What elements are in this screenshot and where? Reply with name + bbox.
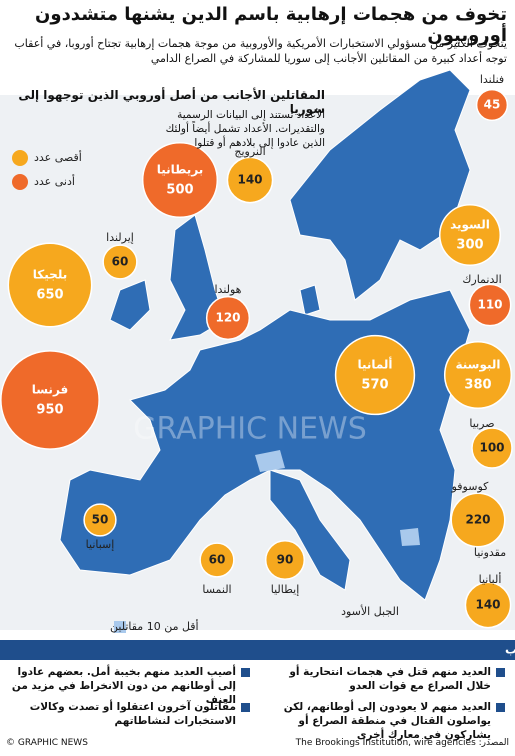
country-name: إسبانيا bbox=[86, 538, 115, 551]
country-name: السويد bbox=[450, 218, 490, 233]
country-name: الدنمارك bbox=[462, 273, 501, 286]
country-bubble bbox=[141, 141, 219, 219]
country-bubble bbox=[471, 427, 513, 469]
country-name: إيرلندا bbox=[106, 231, 134, 244]
country-bubble bbox=[83, 503, 117, 537]
country-value: 380 bbox=[464, 378, 491, 393]
legend-swatch bbox=[12, 174, 28, 190]
country-name: هولندا bbox=[215, 283, 242, 296]
factors-bar bbox=[0, 640, 515, 660]
credit: © GRAPHIC NEWS bbox=[6, 738, 88, 748]
country-value: 60 bbox=[112, 255, 129, 269]
legend-label: أقل من 10 مقاتلين bbox=[110, 619, 199, 633]
country-bubble bbox=[468, 283, 512, 327]
source: المصدر: The Brookings Institution, wire … bbox=[295, 738, 509, 748]
country-name: ألمانيا bbox=[357, 357, 392, 372]
legend-label: أدنى عدد bbox=[34, 174, 75, 188]
denmark bbox=[299, 284, 321, 316]
country-value: 45 bbox=[484, 98, 501, 112]
bullet bbox=[241, 703, 250, 712]
country-bubble bbox=[0, 350, 100, 450]
country-value: 60 bbox=[209, 553, 226, 567]
country-value: 500 bbox=[166, 183, 193, 198]
country-value: 950 bbox=[36, 403, 63, 418]
country-name: صربيا bbox=[469, 417, 494, 430]
italy bbox=[269, 469, 351, 591]
watermark: GRAPHIC NEWS bbox=[133, 412, 366, 447]
country-bubble bbox=[7, 242, 93, 328]
country-name: بريطانيا bbox=[157, 163, 204, 177]
factor-item: العديد منهم لا يعودون إلى أوطانهم، لكن ي… bbox=[283, 701, 491, 741]
country-bubble bbox=[102, 244, 138, 280]
country-name: بلجيكا bbox=[33, 268, 67, 282]
factors-title: عوامل تقلص التهديد من المقاتلين الأجانب bbox=[505, 642, 515, 658]
factor-item: مقاتلون آخرون اعتقلوا أو تصدت وكالات الا… bbox=[29, 701, 236, 727]
legend-swatch bbox=[12, 150, 28, 166]
country-value: 90 bbox=[277, 553, 294, 567]
country-value: 50 bbox=[92, 513, 109, 527]
country-name: البوسنة bbox=[455, 358, 500, 373]
country-value: 140 bbox=[237, 173, 262, 187]
country-value: 100 bbox=[479, 441, 504, 455]
country-value: 570 bbox=[361, 378, 388, 393]
country-bubble bbox=[334, 334, 416, 416]
country-bubble bbox=[226, 156, 274, 204]
map-note: الأعداد تستند إلى البيانات الرسمية والتق… bbox=[165, 109, 325, 149]
country-bubble bbox=[450, 492, 506, 548]
country-bubble bbox=[264, 539, 306, 581]
country-bubble bbox=[205, 295, 251, 341]
country-bubble bbox=[443, 340, 513, 410]
country-bubble bbox=[464, 581, 512, 629]
country-value: 300 bbox=[456, 238, 483, 253]
map-subtitle: المقاتلين الأجانب من أصل أوروبي الذين تو… bbox=[18, 88, 325, 116]
title: تخوف من هجمات إرهابية باسم الدين يشنها م… bbox=[35, 4, 507, 46]
bullet bbox=[496, 703, 505, 712]
factor-item: أصيب العديد منهم بخيبة أمل. بعضهم عادوا … bbox=[11, 666, 236, 706]
country-name: إيطاليا bbox=[271, 583, 300, 596]
scandinavia bbox=[289, 69, 471, 301]
country-name: كوسوفو bbox=[451, 480, 490, 493]
country-name: فنلندا bbox=[480, 73, 504, 86]
country-bubble bbox=[439, 204, 501, 266]
small-count-region bbox=[400, 528, 420, 546]
country-bubble bbox=[199, 542, 235, 578]
country-value: 110 bbox=[477, 298, 502, 312]
factor-item: العديد منهم قتل في هجمات انتحارية أو خلا… bbox=[289, 666, 491, 692]
country-name: النرويج bbox=[234, 145, 265, 158]
country-name: النمسا bbox=[202, 583, 231, 596]
country-name: الجبل الأسود bbox=[341, 604, 399, 618]
country-value: 140 bbox=[475, 598, 500, 612]
bullet bbox=[241, 668, 250, 677]
legend-swatch bbox=[114, 621, 126, 633]
small-count-region bbox=[255, 450, 285, 472]
country-name: فرنسا bbox=[32, 383, 69, 397]
legend-label: أقصى عدد bbox=[34, 150, 82, 164]
bullet bbox=[496, 668, 505, 677]
ireland bbox=[109, 279, 151, 331]
country-bubble bbox=[475, 88, 509, 122]
intro: يتخوف الكثير من مسؤولي الاستخبارات الأمر… bbox=[14, 37, 507, 65]
country-name: ألبانيا bbox=[479, 572, 502, 586]
country-value: 650 bbox=[36, 288, 63, 303]
country-value: 220 bbox=[465, 513, 490, 527]
country-value: 120 bbox=[215, 311, 240, 325]
country-name: مقدونيا bbox=[474, 546, 506, 559]
